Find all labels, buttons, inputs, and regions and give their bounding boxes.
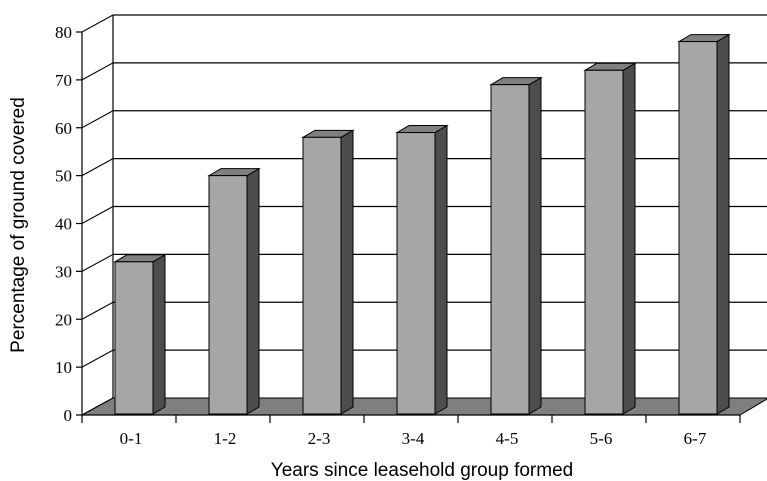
bar-side <box>246 167 260 415</box>
bar-side <box>340 129 354 415</box>
side-wall-line <box>81 253 114 272</box>
side-wall-line <box>81 110 114 129</box>
y-tick-label: 40 <box>55 215 72 234</box>
bar-2-3 <box>301 129 355 415</box>
bar-side <box>434 124 448 415</box>
y-tick-label: 20 <box>55 310 72 329</box>
bar-6-7 <box>677 33 731 415</box>
bar-side <box>622 62 636 415</box>
bar-front <box>208 175 248 415</box>
bar-front <box>114 261 154 415</box>
bar-front <box>678 41 718 415</box>
bars <box>113 33 731 415</box>
y-tick-label: 60 <box>55 119 72 138</box>
x-category-label: 6-7 <box>684 429 707 448</box>
x-axis-title: Years since leasehold group formed <box>271 460 573 481</box>
y-tick-label: 50 <box>55 167 72 186</box>
y-tick-label: 80 <box>55 23 72 42</box>
x-category-label: 4-5 <box>496 429 519 448</box>
y-tick-label: 30 <box>55 262 72 281</box>
y-tick-label: 0 <box>64 406 73 425</box>
side-wall-line <box>81 301 114 320</box>
side-wall-line <box>81 62 114 81</box>
bar-5-6 <box>583 62 637 415</box>
bar-front <box>584 69 624 415</box>
bar-4-5 <box>489 76 543 415</box>
axis-labels: 0 10 20 30 40 50 60 70 80 0-1 1-2 2-3 3-4 4-5 5-6 6-7 <box>55 23 707 448</box>
bar-1-2 <box>207 167 261 415</box>
bar-side <box>528 76 542 415</box>
y-tick-label: 70 <box>55 71 72 90</box>
bar-front <box>302 136 342 415</box>
y-axis-title: Percentage of ground covered <box>8 97 29 353</box>
bar-front <box>490 84 530 415</box>
side-wall-line <box>81 14 114 33</box>
x-category-label: 2-3 <box>308 429 331 448</box>
x-category-label: 5-6 <box>590 429 613 448</box>
y-tick-label: 10 <box>55 358 72 377</box>
bar-side <box>716 33 730 415</box>
side-wall-line <box>81 206 114 224</box>
x-category-label: 1-2 <box>214 429 237 448</box>
bar-3-4 <box>395 124 449 415</box>
side-wall-line <box>81 158 114 177</box>
bar-side <box>152 253 166 415</box>
axes <box>76 31 741 423</box>
bar-0-1 <box>113 253 167 415</box>
x-category-label: 3-4 <box>402 429 425 448</box>
bar-front <box>396 132 436 415</box>
side-wall-line <box>81 349 114 368</box>
x-category-label: 0-1 <box>120 429 143 448</box>
